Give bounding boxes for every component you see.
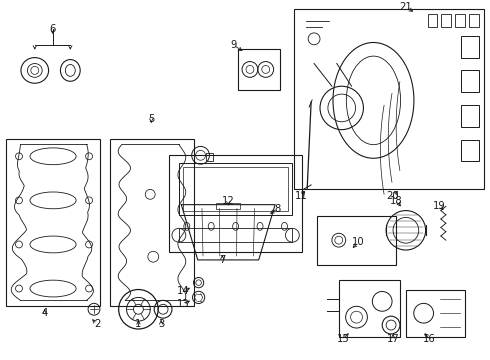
Text: 21: 21 <box>399 2 412 12</box>
Text: 19: 19 <box>433 201 446 211</box>
Text: 13: 13 <box>176 299 189 309</box>
Text: 18: 18 <box>390 196 402 206</box>
Bar <box>406 289 465 337</box>
Text: 11: 11 <box>295 191 308 201</box>
Bar <box>294 9 484 189</box>
Text: 4: 4 <box>42 308 48 318</box>
Bar <box>179 163 293 215</box>
Bar <box>6 139 100 306</box>
Bar <box>461 140 479 161</box>
Text: 14: 14 <box>176 287 189 297</box>
Bar <box>169 155 302 252</box>
Text: 9: 9 <box>230 40 236 50</box>
Bar <box>183 167 289 211</box>
Text: 3: 3 <box>158 319 164 329</box>
Text: 12: 12 <box>222 196 235 206</box>
Text: 20: 20 <box>387 191 399 201</box>
Text: 5: 5 <box>148 114 154 124</box>
Bar <box>469 14 479 27</box>
Text: 1: 1 <box>135 319 142 329</box>
Bar <box>339 280 400 337</box>
Bar <box>317 216 396 265</box>
Bar <box>461 105 479 127</box>
Text: 2: 2 <box>94 319 100 329</box>
Text: 15: 15 <box>337 334 350 344</box>
Bar <box>110 139 194 306</box>
Text: 17: 17 <box>387 334 399 344</box>
Bar <box>428 14 438 27</box>
Bar <box>461 36 479 58</box>
Text: 10: 10 <box>352 237 365 247</box>
Bar <box>217 203 240 208</box>
Text: 7: 7 <box>219 255 225 265</box>
Bar <box>461 71 479 92</box>
Text: 16: 16 <box>423 334 436 344</box>
Bar <box>179 228 293 242</box>
Bar <box>205 153 214 161</box>
Bar <box>455 14 465 27</box>
Text: 8: 8 <box>274 204 281 213</box>
Bar <box>238 49 279 90</box>
Text: 6: 6 <box>49 24 56 34</box>
Bar <box>441 14 451 27</box>
